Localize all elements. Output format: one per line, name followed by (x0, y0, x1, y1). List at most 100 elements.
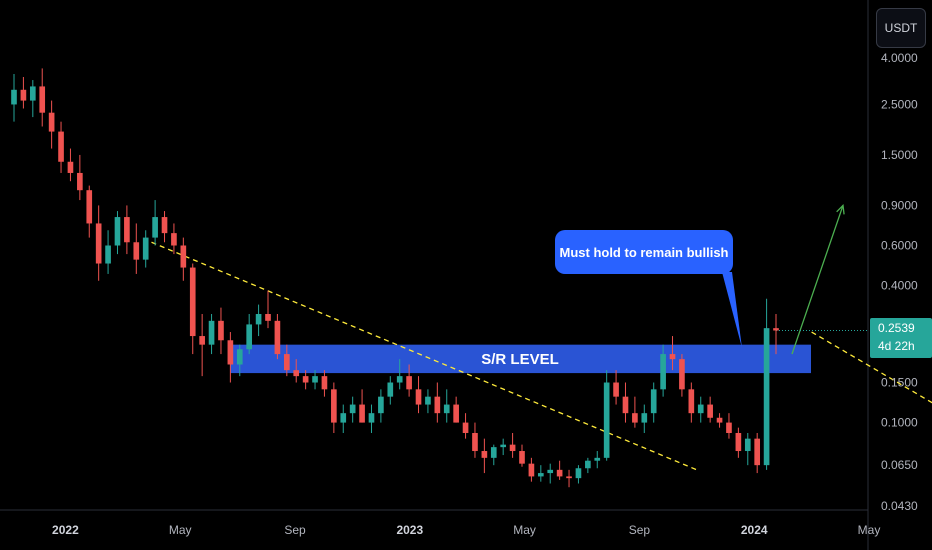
candle-body (180, 245, 187, 268)
currency-badge[interactable]: USDT (876, 8, 926, 48)
candle-body (236, 349, 243, 365)
candle-body (528, 463, 535, 477)
y-tick-label: 0.1000 (881, 416, 918, 430)
candle-body (519, 451, 525, 464)
candle-body (67, 161, 74, 173)
candle-body (603, 382, 610, 458)
candle-body (566, 476, 572, 479)
candle-body (368, 413, 375, 423)
y-tick-label: 1.5000 (881, 148, 918, 162)
x-tick-label: Sep (284, 523, 306, 537)
candle-body (547, 469, 554, 474)
candle-body (735, 433, 742, 452)
candle-body (716, 417, 723, 423)
candle-body (509, 444, 516, 452)
candle-body (77, 172, 83, 191)
x-tick-label: May (169, 523, 192, 537)
y-tick-label: 0.6000 (881, 239, 918, 253)
candle-body (594, 457, 601, 461)
candle-body (283, 354, 290, 371)
y-tick-label: 2.5000 (881, 97, 918, 111)
candle-body (114, 217, 121, 246)
sr-zone-label: S/R LEVEL (481, 351, 559, 368)
x-tick-label: Sep (629, 523, 651, 537)
candle-body (349, 404, 356, 414)
candle-body (124, 217, 130, 243)
candle-body (697, 404, 704, 414)
candle-body (387, 382, 394, 397)
x-tick-label: 2024 (741, 523, 768, 537)
candle-body (481, 451, 488, 458)
y-tick-label: 0.0430 (881, 499, 918, 513)
candle-body (537, 473, 544, 477)
x-tick-label: May (513, 523, 536, 537)
candle-body (425, 396, 431, 405)
candle-body (415, 389, 422, 405)
callout-tail (722, 272, 742, 348)
candle-body (472, 433, 478, 452)
candle-body (331, 389, 337, 423)
last-price-tag: 0.2539 4d 22h (870, 318, 932, 358)
candle-body (48, 112, 55, 132)
candle-body (453, 404, 459, 423)
candle-body (95, 223, 102, 264)
candle-body (161, 217, 168, 234)
candle-body (208, 320, 215, 345)
candle-body (585, 460, 591, 469)
candle-body (763, 328, 770, 466)
x-tick-label: 2023 (396, 523, 423, 537)
candle-body (189, 267, 196, 337)
candle-body (20, 89, 27, 101)
candle-body (613, 382, 619, 397)
candle-body (773, 328, 779, 331)
projection-arrowhead (836, 204, 845, 215)
candle-body (312, 376, 318, 383)
candle-body (227, 340, 234, 365)
candle-body (500, 444, 507, 448)
candle-body (199, 336, 205, 345)
candle-body (255, 314, 262, 325)
projection-arrow (791, 205, 844, 355)
x-tick-label: May (858, 523, 881, 537)
candle-body (754, 438, 761, 466)
candle-body (321, 376, 328, 390)
y-tick-label: 0.0650 (881, 458, 918, 472)
sr-zone (230, 344, 811, 374)
candle-body (679, 359, 685, 390)
candle-body (641, 413, 648, 423)
candle-body (396, 376, 403, 383)
y-tick-label: 0.1500 (881, 376, 918, 390)
candle-body (490, 447, 497, 458)
candle-body (726, 422, 732, 434)
candle-body (293, 370, 300, 377)
candle-body (39, 86, 46, 113)
candle-body (274, 320, 281, 355)
candle-body (556, 469, 563, 477)
candle-body (340, 413, 347, 423)
candle-body (86, 190, 93, 224)
candle-body (575, 468, 582, 479)
candle-body (105, 245, 111, 264)
candle-body (218, 320, 224, 341)
candle-body (302, 376, 309, 383)
candle-body (688, 389, 695, 414)
candle-body (744, 438, 751, 452)
candle-body (11, 89, 17, 105)
candle-body (265, 314, 271, 321)
candle-body (359, 404, 365, 423)
x-tick-label: 2022 (52, 523, 79, 537)
candle-body (622, 396, 629, 414)
candle-body (152, 217, 158, 238)
candle-body (406, 376, 412, 390)
candle-body (650, 389, 657, 414)
candle-body (133, 242, 140, 260)
y-tick-label: 0.9000 (881, 198, 918, 212)
last-price-value: 0.2539 (878, 321, 915, 335)
y-tick-label: 0.4000 (881, 279, 918, 293)
candle-body (378, 396, 384, 414)
candle-body (246, 324, 253, 350)
y-tick-label: 4.0000 (881, 51, 918, 65)
trendline (811, 331, 932, 404)
